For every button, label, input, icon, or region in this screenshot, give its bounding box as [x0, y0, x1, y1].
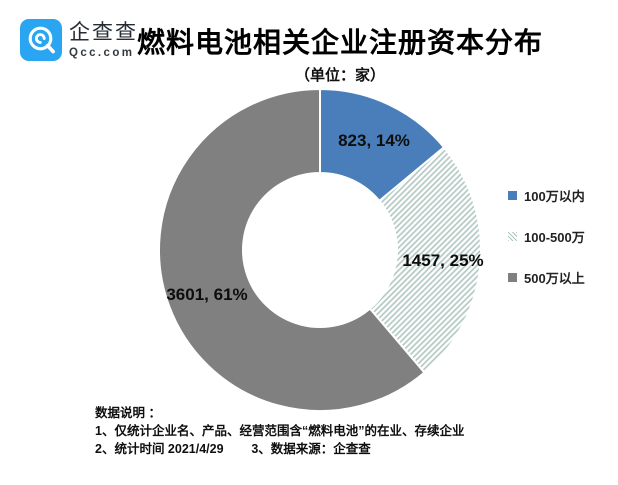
slice-label-over-500w: 3601, 61%	[166, 285, 248, 304]
brand-name: 企查查	[69, 20, 138, 44]
donut-slice-100-500万	[368, 146, 482, 374]
legend-item-under-100w: 100万以内	[508, 186, 585, 205]
donut-slice-500万以上	[158, 88, 426, 412]
brand-domain: Qcc.com	[69, 47, 135, 60]
brand: 企查查 Qcc.com	[20, 19, 138, 61]
legend-item-100-500w: 100-500万	[508, 227, 585, 246]
legend-label: 500万以上	[524, 271, 585, 286]
legend: 100万以内 100-500万 500万以上	[508, 186, 585, 309]
legend-swatch-blue	[508, 191, 517, 200]
slice-label-under-100w: 823, 14%	[338, 131, 410, 150]
data-notes: 数据说明 ： 1、仅统计企业名、产品、经营范围含“燃料电池”的在业、存续企业 2…	[95, 404, 464, 458]
legend-swatch-gray	[508, 273, 517, 282]
chart-title: 燃料电池相关企业注册资本分布	[136, 27, 543, 58]
legend-swatch-hatch	[508, 232, 517, 241]
legend-label: 100万以内	[524, 189, 585, 204]
chart-unit-subtitle: （单位：家）	[294, 67, 385, 84]
title-block: 燃料电池相关企业注册资本分布 （单位：家）	[62, 21, 618, 85]
donut-slices	[158, 88, 482, 412]
notes-heading: 数据说明 ：	[95, 406, 161, 420]
legend-item-over-500w: 500万以上	[508, 268, 585, 287]
legend-label: 100-500万	[524, 230, 585, 245]
notes-line-2: 2、统计时间 2021/4/29 3、数据来源：企查查	[95, 442, 371, 456]
notes-line-1: 1、仅统计企业名、产品、经营范围含“燃料电池”的在业、存续企业	[95, 424, 465, 438]
slice-label-100-500w: 1457, 25%	[402, 251, 484, 270]
brand-text: 企查查 Qcc.com	[69, 21, 138, 59]
qcc-logo-icon	[20, 19, 62, 61]
